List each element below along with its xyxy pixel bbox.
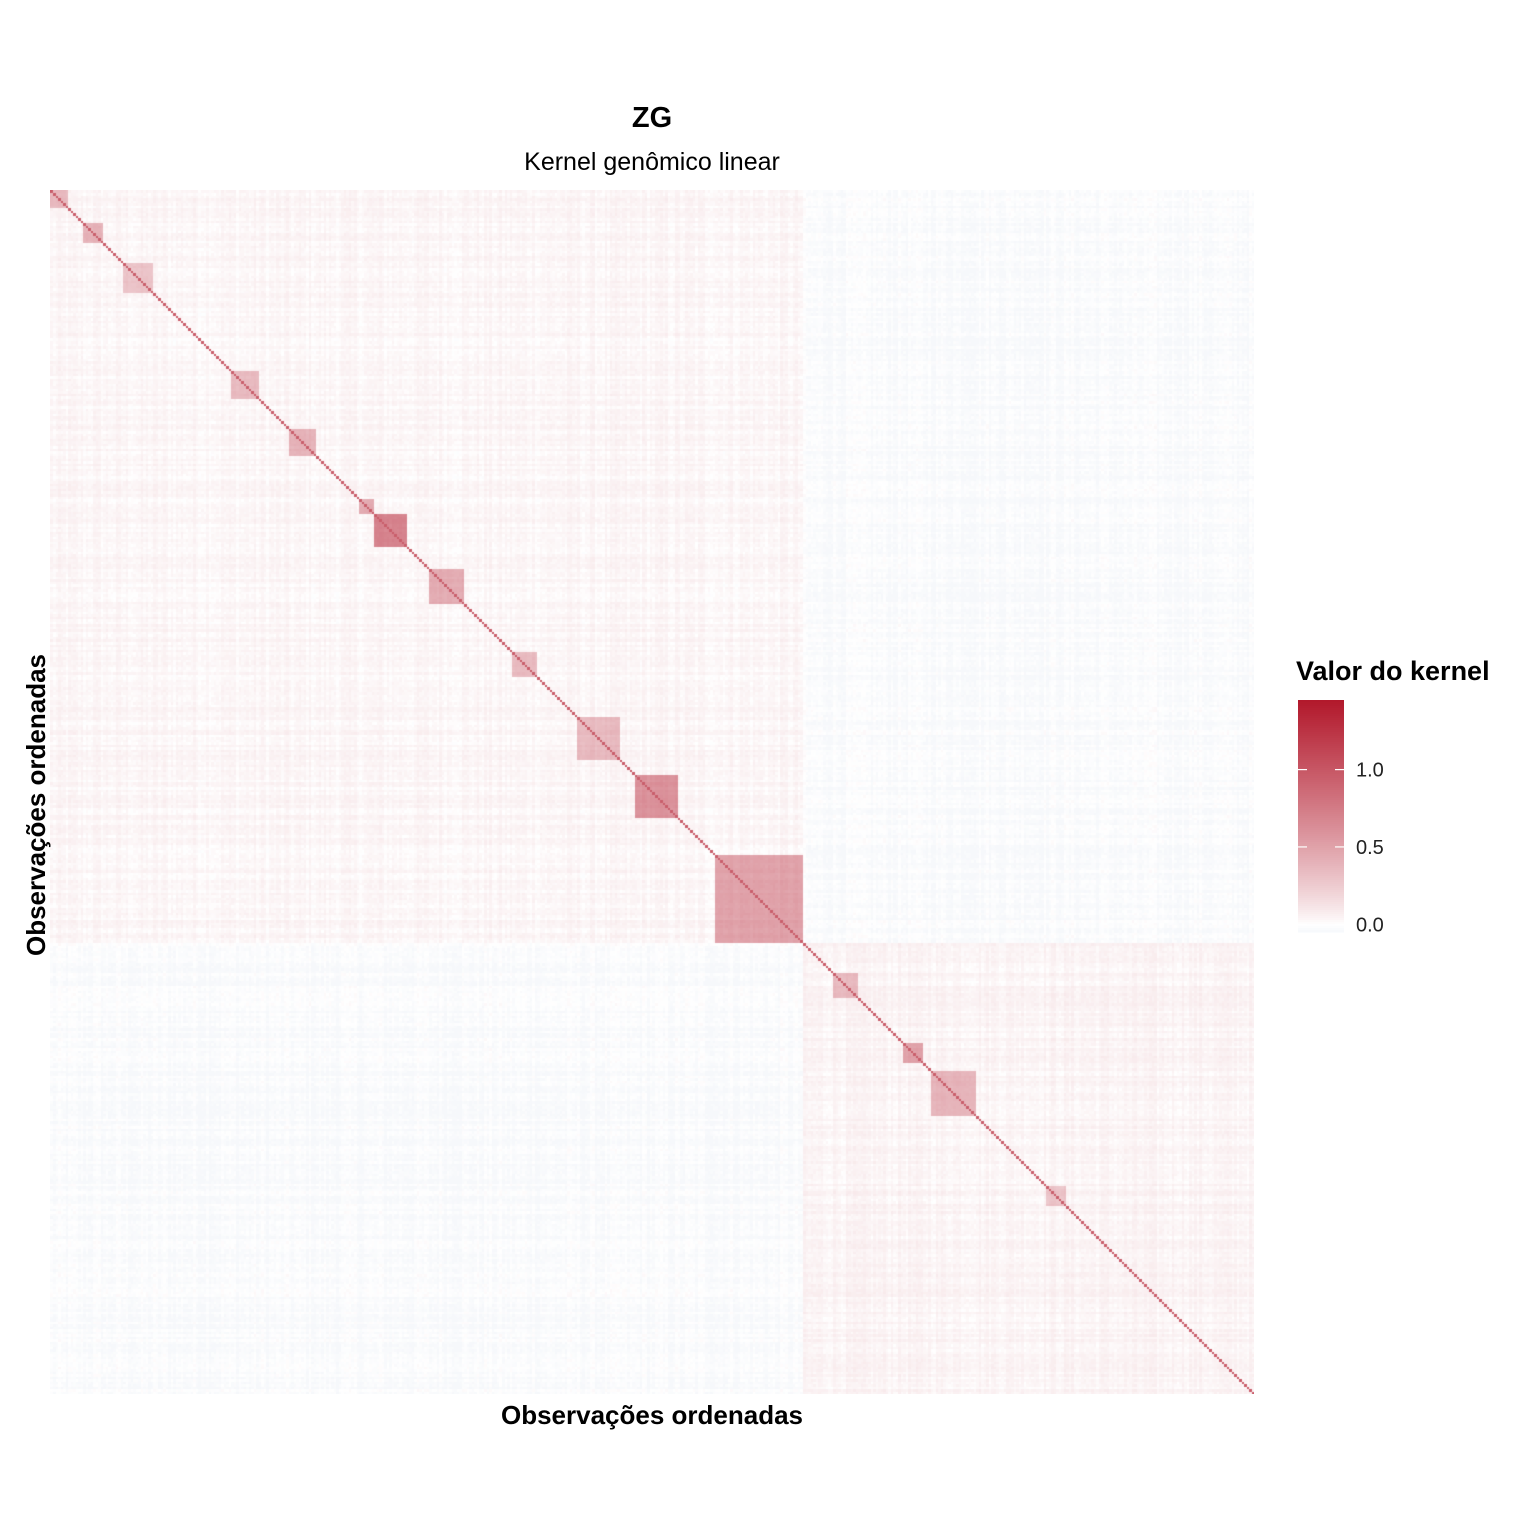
legend-tick-label: 0.0 — [1356, 914, 1384, 936]
color-legend: Valor do kernel 0.0 0.5 1.0 — [1296, 656, 1490, 936]
chart-subtitle: Kernel genômico linear — [524, 148, 780, 176]
y-axis-label: Observações ordenadas — [21, 653, 51, 957]
chart-title: ZG — [631, 102, 673, 134]
legend-colorbar: 0.0 0.5 1.0 — [1298, 700, 1384, 936]
legend-tick-label: 1.0 — [1356, 760, 1384, 782]
x-axis-label: Observações ordenadas — [500, 1400, 804, 1430]
legend-title: Valor do kernel — [1296, 656, 1490, 686]
legend-tick-label: 0.5 — [1356, 837, 1384, 859]
kernel-heatmap — [50, 190, 1254, 1394]
